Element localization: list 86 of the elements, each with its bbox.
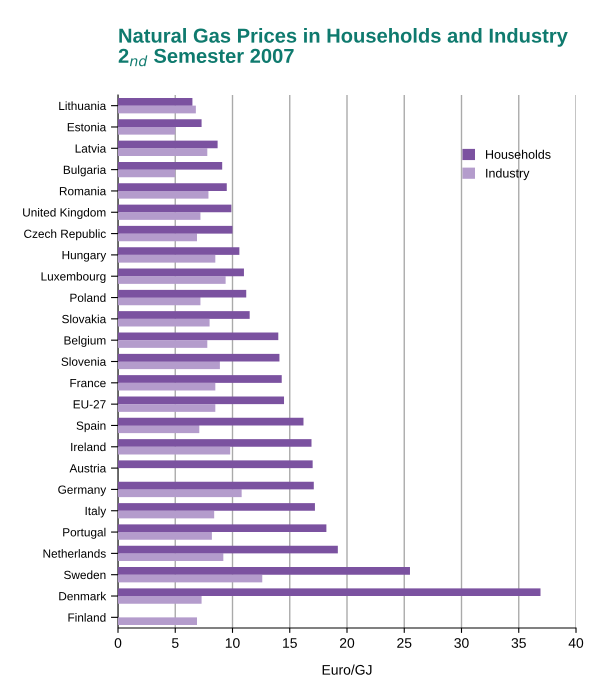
y-tick-label: Finland xyxy=(68,613,106,622)
y-tick-label: Netherlands xyxy=(44,549,106,558)
y-tick-label: Austria xyxy=(69,464,106,472)
bar xyxy=(118,404,216,412)
y-tick-label: United Kingdom xyxy=(23,208,106,219)
bar xyxy=(118,226,232,234)
bar xyxy=(118,140,218,148)
bar xyxy=(118,162,222,170)
y-tick-label: Lithuania xyxy=(59,101,106,110)
bar xyxy=(118,553,224,562)
bar xyxy=(118,204,232,212)
bar xyxy=(118,298,200,306)
bar xyxy=(118,340,208,348)
x-axis-title: Euro/GJ xyxy=(322,664,372,675)
y-tick-label: Luxembourg xyxy=(42,272,106,283)
bar xyxy=(118,332,278,340)
y-tick-label: Czech Republic xyxy=(24,229,106,240)
y-tick-label: Ireland xyxy=(71,442,106,452)
y-tick-label: Hungary xyxy=(62,251,106,262)
bar xyxy=(118,382,216,390)
bar xyxy=(118,567,410,575)
bar xyxy=(118,247,240,255)
bar xyxy=(118,418,304,426)
bar xyxy=(118,190,208,199)
bar xyxy=(118,254,216,263)
x-tick-label: 35 xyxy=(512,638,526,648)
bar xyxy=(118,276,226,284)
bar xyxy=(118,510,214,518)
bar xyxy=(118,596,202,604)
legend-label: Industry xyxy=(486,168,530,180)
bar xyxy=(118,362,220,370)
x-tick-label: 30 xyxy=(454,638,469,648)
y-tick-label: Estonia xyxy=(68,122,106,132)
bar xyxy=(118,396,284,404)
x-tick-label: 40 xyxy=(568,638,584,648)
bar xyxy=(118,106,196,114)
y-tick-label: Belgium xyxy=(64,336,106,347)
y-tick-label: Slovakia xyxy=(62,314,106,324)
y-tick-label: Slovenia xyxy=(61,357,106,366)
bar xyxy=(118,290,246,298)
bar xyxy=(118,588,541,596)
y-tick-label: Italy xyxy=(86,506,106,518)
y-tick-label: Romania xyxy=(60,186,106,196)
bar xyxy=(118,446,230,454)
x-tick-label: 10 xyxy=(226,638,240,648)
bar xyxy=(118,119,202,127)
bar xyxy=(118,354,280,362)
bar xyxy=(118,318,210,327)
y-tick-label: Germany xyxy=(58,485,106,496)
y-tick-label: Sweden xyxy=(64,570,106,580)
bar xyxy=(118,212,200,220)
bar xyxy=(118,503,315,511)
bar xyxy=(118,532,212,540)
y-tick-label: Portugal xyxy=(63,528,106,539)
bar xyxy=(118,617,198,626)
bar xyxy=(118,183,227,191)
bar xyxy=(118,98,192,106)
bar xyxy=(118,439,312,447)
bar xyxy=(118,170,176,178)
bar xyxy=(118,574,262,582)
chart-title: Natural Gas Prices in Households and Industry 2$_{nd}$ Semester 2007 xyxy=(118,28,568,66)
bar xyxy=(118,524,326,532)
y-tick-label: EU-27 xyxy=(74,400,106,409)
bar xyxy=(118,148,208,156)
bar xyxy=(118,546,338,554)
bar xyxy=(118,375,282,383)
bar xyxy=(118,126,176,135)
bar xyxy=(118,489,242,498)
y-tick-label: Bulgaria xyxy=(64,165,106,176)
bar xyxy=(118,425,200,434)
bar xyxy=(118,460,313,468)
y-tick-label: Latvia xyxy=(76,144,106,153)
bar xyxy=(118,234,198,242)
bar xyxy=(118,482,314,490)
x-tick-label: 5 xyxy=(172,638,179,648)
y-tick-label: Denmark xyxy=(59,592,106,600)
legend-label: Households xyxy=(486,150,551,159)
y-tick-label: Poland xyxy=(70,293,106,302)
y-tick-label: France xyxy=(70,378,106,388)
bar xyxy=(118,268,244,276)
x-tick-label: 25 xyxy=(397,638,412,648)
bar xyxy=(118,311,250,319)
x-tick-label: 15 xyxy=(283,638,297,648)
y-tick-label: Spain xyxy=(76,421,106,432)
x-tick-label: 0 xyxy=(114,638,122,648)
x-tick-label: 20 xyxy=(340,638,354,648)
